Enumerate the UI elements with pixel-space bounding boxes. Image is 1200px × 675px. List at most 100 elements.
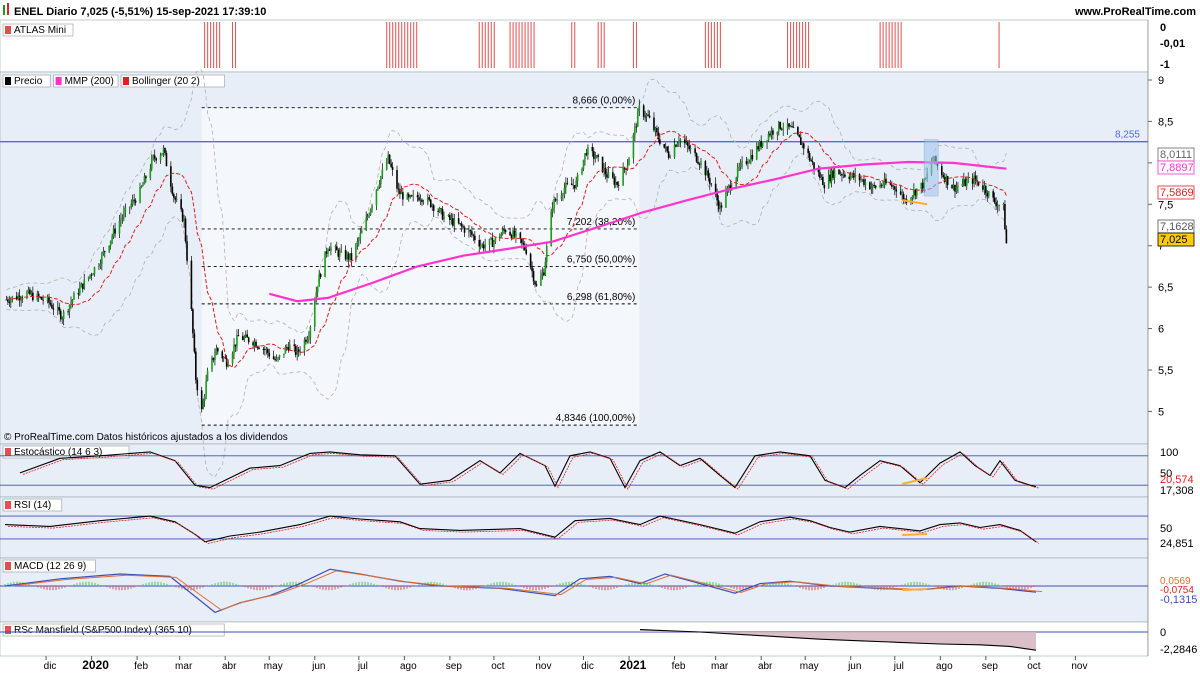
candle-body	[879, 184, 881, 188]
candle-body	[79, 287, 81, 295]
candle-body	[563, 187, 566, 195]
candle-body	[587, 146, 589, 155]
candle-body	[346, 253, 348, 260]
candle-body	[330, 247, 332, 251]
candle-body	[17, 295, 19, 300]
candle-body	[694, 148, 696, 154]
candle-body	[325, 251, 328, 254]
x-tick-label: mar	[175, 661, 193, 672]
x-tick-label: feb	[134, 661, 148, 672]
candle-body	[432, 205, 435, 211]
candle-body	[535, 284, 538, 286]
candle-body	[798, 134, 801, 138]
candle-body	[421, 199, 423, 202]
candle-body	[93, 267, 96, 275]
candle-body	[368, 215, 370, 217]
candle-body	[203, 396, 206, 402]
candle-body	[237, 335, 240, 337]
candle-body	[356, 241, 359, 245]
legend-box	[120, 74, 225, 88]
candle-body	[716, 193, 718, 201]
candle-body	[1004, 204, 1006, 230]
candle-body	[10, 299, 12, 303]
rsc-line	[639, 629, 1037, 651]
candle-body	[11, 296, 14, 300]
candle-body	[501, 229, 504, 234]
candle-body	[678, 141, 680, 144]
candle-body	[277, 357, 279, 359]
candle-body	[827, 174, 830, 189]
candle-body	[892, 186, 895, 188]
candle-body	[92, 274, 94, 276]
candle-body	[221, 351, 224, 359]
candle-body	[789, 126, 792, 127]
candle-body	[519, 232, 522, 239]
candle-body	[482, 244, 485, 249]
candle-body	[982, 185, 984, 190]
candle-body	[73, 293, 75, 300]
candle-body	[889, 183, 892, 185]
candle-body	[123, 211, 125, 218]
candle-body	[215, 348, 218, 355]
candle-body	[647, 114, 649, 116]
candle-body	[114, 228, 116, 234]
candle-body	[1005, 229, 1008, 244]
x-tick-label: abr	[222, 661, 237, 672]
price-tag-label: 7,8897	[1160, 162, 1194, 174]
candle-body	[663, 144, 666, 148]
candle-body	[20, 299, 22, 301]
price-tag-label: 7,5869	[1160, 187, 1194, 199]
candle-body	[120, 219, 122, 221]
candle-body	[971, 178, 974, 184]
candle-body	[895, 189, 898, 192]
candle-body	[634, 126, 636, 135]
candle-body	[410, 195, 413, 197]
candle-body	[822, 176, 824, 186]
candle-body	[830, 170, 833, 182]
price-axis-area	[1148, 20, 1200, 656]
candle-body	[112, 228, 115, 237]
candle-body	[500, 233, 503, 238]
candle-body	[155, 158, 157, 161]
candle-body	[704, 161, 707, 176]
candle-body	[551, 208, 554, 212]
candle-body	[399, 189, 401, 195]
candle-body	[212, 357, 215, 361]
candle-body	[5, 299, 8, 301]
rsc-tick: 0	[1160, 627, 1166, 639]
candle-body	[858, 174, 861, 181]
candle-body	[916, 188, 918, 196]
price-tag-label: 8,0111	[1160, 149, 1192, 161]
candle-body	[708, 177, 711, 184]
candle-body	[967, 178, 970, 181]
candle-body	[747, 163, 749, 164]
candle-body	[739, 162, 742, 168]
candle-body	[874, 185, 877, 188]
candle-body	[327, 249, 329, 254]
candle-body	[761, 142, 764, 147]
candle-body	[554, 198, 557, 201]
candle-body	[751, 155, 754, 160]
candle-body	[544, 261, 547, 276]
candle-body	[8, 301, 11, 303]
candle-body	[48, 296, 50, 303]
candle-body	[371, 205, 373, 210]
divergence-line	[901, 199, 928, 206]
candle-body	[556, 198, 558, 201]
candle-body	[443, 215, 445, 220]
candle-body	[823, 185, 826, 189]
candle-body	[37, 293, 40, 298]
candle-body	[350, 253, 353, 260]
candle-body	[431, 205, 434, 207]
candle-body	[869, 182, 871, 190]
candle-body	[522, 242, 525, 245]
candle-body	[416, 195, 419, 198]
candle-body	[183, 218, 185, 222]
candle-body	[673, 144, 676, 157]
legend-stochastic-0: Estocástico (14 6 3)	[2, 445, 130, 459]
price-tick-label: 6	[1158, 324, 1164, 336]
candle-body	[349, 253, 351, 260]
candle-body	[313, 302, 316, 327]
stochastic-divergence-line	[901, 477, 928, 485]
panel-stoch	[0, 443, 1149, 498]
